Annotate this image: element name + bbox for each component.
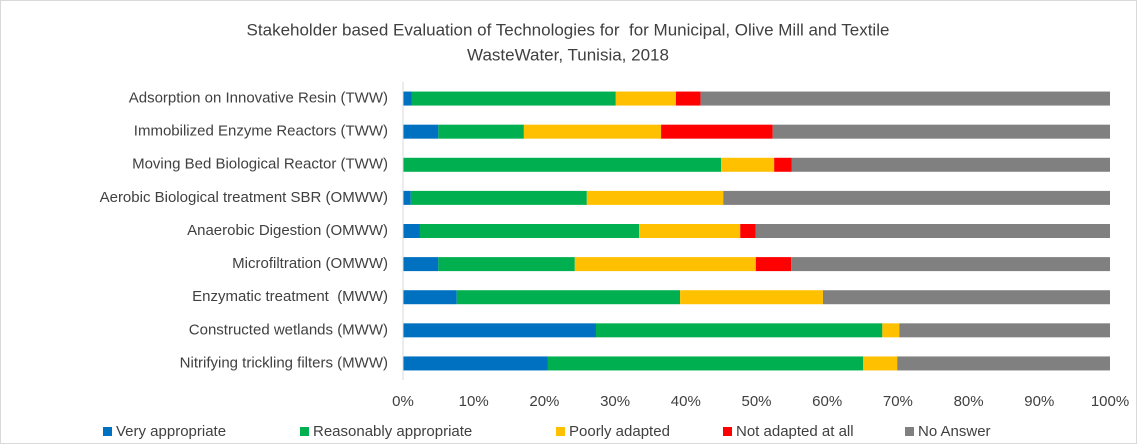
bar-segment <box>403 257 439 272</box>
bar-segment <box>438 124 524 139</box>
bar-segment <box>774 157 792 172</box>
bar-segment <box>596 323 883 338</box>
bar-segment <box>755 224 1110 238</box>
y-tick-label: Microfiltration (OMWW) <box>232 255 388 272</box>
bar-segment <box>863 356 898 371</box>
legend-label: No Answer <box>918 423 991 440</box>
bar-segment <box>675 91 701 106</box>
bar-segment <box>403 124 439 139</box>
bar-segment <box>410 190 587 205</box>
bar-segment <box>639 224 741 238</box>
bar-segment <box>721 157 775 172</box>
bar-segment <box>882 323 900 338</box>
bar-segment <box>574 257 756 272</box>
bar-segment <box>822 290 1110 305</box>
bar-segment <box>791 157 1110 172</box>
bar-segment <box>791 257 1110 272</box>
x-tick-label: 0% <box>392 393 414 410</box>
y-tick-label: Aerobic Biological treatment SBR (OMWW) <box>100 189 388 206</box>
bar-segment <box>547 356 864 371</box>
bar-segment <box>438 257 575 272</box>
bar-segment <box>615 91 676 106</box>
legend-swatch <box>556 427 565 436</box>
y-tick-label: Anaerobic Digestion (OMWW) <box>187 222 388 239</box>
bar-segment <box>755 257 792 272</box>
x-tick-label: 20% <box>529 393 559 410</box>
bar-segment <box>403 157 722 172</box>
legend-label: Reasonably appropriate <box>313 423 472 440</box>
bar-segment <box>403 323 597 338</box>
y-tick-label: Immobilized Enzyme Reactors (TWW) <box>134 123 388 140</box>
bar-segment <box>411 91 616 106</box>
legend-swatch <box>905 427 914 436</box>
bar-segment <box>772 124 1110 139</box>
bar-segment <box>403 190 411 205</box>
y-tick-label: Moving Bed Biological Reactor (TWW) <box>132 156 388 173</box>
bar-segment <box>403 290 457 305</box>
bar-segment <box>403 224 420 238</box>
legend-swatch <box>723 427 732 436</box>
y-tick-label: Constructed wetlands (MWW) <box>189 321 388 338</box>
y-tick-label: Nitrifying trickling filters (MWW) <box>180 354 388 371</box>
legend-label: Not adapted at all <box>736 423 854 440</box>
bar-segment <box>456 290 681 305</box>
bar-segment <box>523 124 662 139</box>
chart-title: Stakeholder based Evaluation of Technolo… <box>247 20 890 39</box>
bar-segment <box>661 124 773 139</box>
y-tick-label: Adsorption on Innovative Resin (TWW) <box>129 90 388 107</box>
legend-label: Poorly adapted <box>569 423 670 440</box>
legend-label: Very appropriate <box>116 423 226 440</box>
legend-swatch <box>300 427 309 436</box>
y-tick-label: Enzymatic treatment (MWW) <box>192 288 388 305</box>
x-tick-label: 10% <box>459 393 489 410</box>
bar-segment <box>403 356 548 371</box>
legend-swatch <box>103 427 112 436</box>
bar-segment <box>680 290 823 305</box>
x-tick-label: 30% <box>600 393 630 410</box>
chart-title: WasteWater, Tunisia, 2018 <box>467 45 669 64</box>
bar-segment <box>897 356 1110 371</box>
bar-segment <box>723 190 1110 205</box>
x-tick-label: 90% <box>1024 393 1054 410</box>
bar-segment <box>899 323 1110 338</box>
x-tick-label: 70% <box>883 393 913 410</box>
x-tick-label: 80% <box>954 393 984 410</box>
bar-segment <box>586 190 724 205</box>
bar-segment <box>740 224 756 238</box>
x-tick-label: 60% <box>812 393 842 410</box>
bar-segment <box>700 91 1110 106</box>
bar-segment <box>403 91 412 106</box>
bar-segment <box>419 224 640 238</box>
x-tick-label: 50% <box>741 393 771 410</box>
x-tick-label: 100% <box>1091 393 1129 410</box>
x-tick-label: 40% <box>671 393 701 410</box>
